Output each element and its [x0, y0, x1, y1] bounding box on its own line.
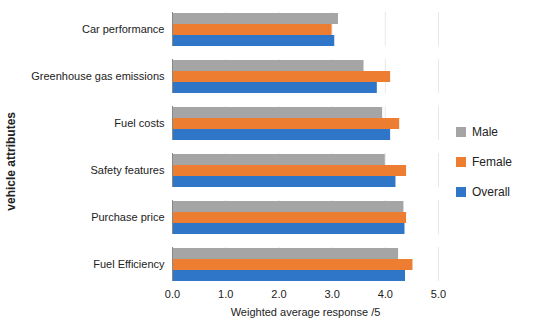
- svg-text:2.0: 2.0: [271, 288, 286, 300]
- svg-text:Car performance: Car performance: [82, 23, 165, 35]
- svg-text:Safety features: Safety features: [91, 164, 165, 176]
- svg-text:Purchase price: Purchase price: [91, 211, 164, 223]
- svg-text:Greenhouse gas emissions: Greenhouse gas emissions: [31, 70, 165, 82]
- svg-text:1.0: 1.0: [218, 288, 233, 300]
- svg-text:3.0: 3.0: [324, 288, 339, 300]
- svg-text:Weighted average response /5: Weighted average response /5: [231, 306, 381, 318]
- html-text:Overall: Overall: [472, 184, 510, 199]
- svg-text:Fuel costs: Fuel costs: [114, 117, 165, 129]
- html-text:Female: Female: [472, 154, 512, 169]
- svg-text:Fuel Efficiency: Fuel Efficiency: [93, 258, 165, 270]
- html-text:Male: Male: [472, 124, 498, 139]
- svg-text:0.0: 0.0: [165, 288, 180, 300]
- svg-text:5.0: 5.0: [431, 288, 446, 300]
- html-text:vehicle attributes: vehicle attributes: [4, 112, 18, 211]
- svg-text:4.0: 4.0: [378, 288, 393, 300]
